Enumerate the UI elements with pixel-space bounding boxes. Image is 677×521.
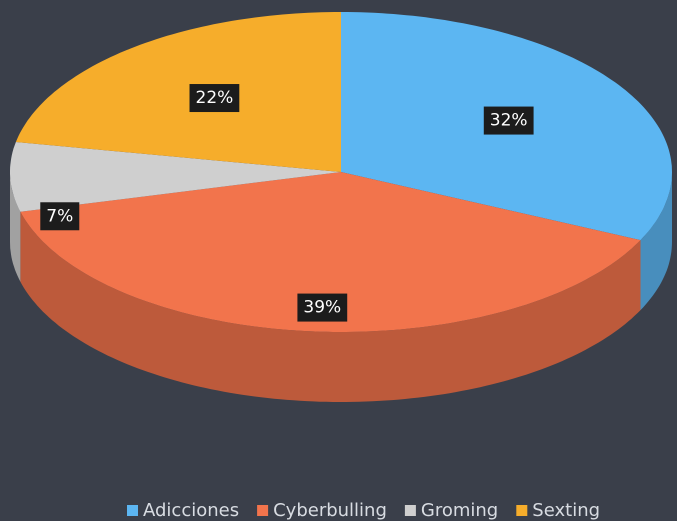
data-label: 39% (297, 293, 348, 322)
label-text: 7% (46, 206, 73, 226)
label-box (297, 293, 348, 322)
legend-item: Sexting (516, 500, 600, 521)
legend-swatch (257, 505, 269, 516)
label-text: 32% (490, 111, 528, 131)
legend-item: Groming (404, 500, 498, 521)
legend-swatch (516, 505, 528, 516)
legend-label: Adicciones (143, 500, 239, 521)
label-box (483, 106, 534, 135)
label-box (189, 84, 240, 113)
slice (15, 12, 342, 172)
legend-label: Sexting (532, 500, 600, 521)
slice (20, 172, 641, 332)
data-label: 22% (189, 84, 240, 113)
data-label: 7% (40, 202, 80, 231)
data-label: 32% (483, 106, 534, 135)
legend-label: Groming (421, 500, 498, 521)
slice (10, 142, 341, 212)
label-text: 22% (196, 88, 234, 108)
label-text: 39% (303, 298, 341, 318)
label-box (40, 202, 80, 231)
slice-side (10, 172, 21, 282)
legend-swatch (404, 505, 416, 516)
legend-item: Cyberbulling (257, 500, 387, 521)
legend-item: Adicciones (127, 500, 239, 521)
slice-side (20, 211, 641, 402)
legend-label: Cyberbulling (273, 500, 387, 521)
slice-side (640, 172, 672, 311)
legend-swatch (127, 505, 138, 516)
